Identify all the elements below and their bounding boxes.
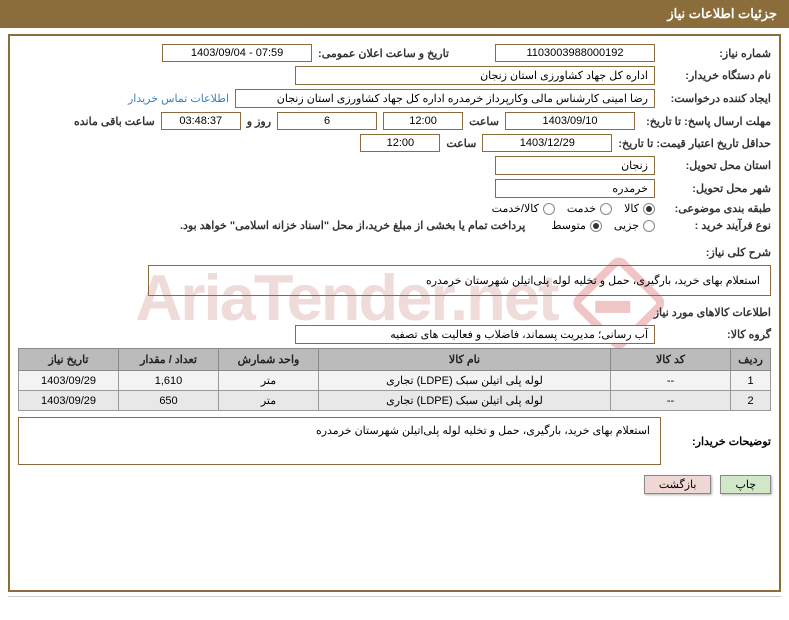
price-validity-date: 1403/12/29 [482,134,612,152]
cell-unit: متر [219,391,319,411]
content-panel: شماره نیاز: 1103003988000192 تاریخ و ساع… [8,34,781,592]
goods-group-value: آب رسانی؛ مدیریت پسماند، فاضلاب و فعالیت… [295,325,655,344]
page-title: جزئیات اطلاعات نیاز [667,6,777,21]
radio-goods[interactable]: کالا [624,202,655,215]
table-row: 1 -- لوله پلی اتیلن سبک (LDPE) تجاری متر… [19,371,771,391]
back-button[interactable]: بازگشت [644,475,712,494]
reply-deadline-time: 12:00 [383,112,463,130]
row-general-desc-label: شرح کلی نیاز: [18,246,771,259]
general-desc-box: استعلام بهای خرید، بارگیری، حمل و تخلیه … [148,265,771,296]
goods-group-label: گروه کالا: [661,328,771,341]
reply-remain-label: ساعت باقی مانده [74,115,155,128]
th-date: تاریخ نیاز [19,349,119,371]
row-goods-group: گروه کالا: آب رسانی؛ مدیریت پسماند، فاضل… [18,325,771,344]
row-price-validity: حداقل تاریخ اعتبار قیمت: تا تاریخ: 1403/… [18,134,771,152]
radio-icon [600,203,612,215]
row-reply-deadline: مهلت ارسال پاسخ: تا تاریخ: 1403/09/10 سا… [18,112,771,130]
row-buyer-notes: توضیحات خریدار: استعلام بهای خرید، بارگی… [18,417,771,465]
delivery-province-label: استان محل تحویل: [661,159,771,172]
cell-code: -- [611,391,731,411]
announce-value: 07:59 - 1403/09/04 [162,44,312,62]
button-row: چاپ بازگشت [18,475,771,494]
requester-value: رضا امینی کارشناس مالی وکارپرداز خرمدره … [235,89,655,108]
buyer-notes-text: استعلام بهای خرید، بارگیری، حمل و تخلیه … [316,425,650,437]
radio-icon [643,220,655,232]
price-validity-label: حداقل تاریخ اعتبار قیمت: تا تاریخ: [618,137,771,150]
subject-class-label: طبقه بندی موضوعی: [661,202,771,215]
row-buyer-org: نام دستگاه خریدار: اداره کل جهاد کشاورزی… [18,66,771,85]
reply-days-label: روز و [247,115,271,128]
cell-name: لوله پلی اتیلن سبک (LDPE) تجاری [319,371,611,391]
buyer-org-label: نام دستگاه خریدار: [661,69,771,82]
table-row: 2 -- لوله پلی اتیلن سبک (LDPE) تجاری متر… [19,391,771,411]
th-code: کد کالا [611,349,731,371]
need-number-label: شماره نیاز: [661,47,771,60]
reply-time-label: ساعت [469,115,499,128]
cell-n: 1 [731,371,771,391]
buyer-org-value: اداره کل جهاد کشاورزی استان زنجان [295,66,655,85]
goods-section-title: اطلاعات کالاهای مورد نیاز [18,306,771,319]
process-type-label: نوع فرآیند خرید : [661,219,771,232]
th-row: ردیف [731,349,771,371]
buyer-notes-box: استعلام بهای خرید، بارگیری، حمل و تخلیه … [18,417,661,465]
cell-qty: 650 [119,391,219,411]
row-requester: ایجاد کننده درخواست: رضا امینی کارشناس م… [18,89,771,108]
radio-minor[interactable]: جزیی [614,219,655,232]
cell-n: 2 [731,391,771,411]
process-type-options: جزیی متوسط [551,219,655,232]
requester-label: ایجاد کننده درخواست: [661,92,771,105]
th-qty: تعداد / مقدار [119,349,219,371]
row-delivery-province: استان محل تحویل: زنجان [18,156,771,175]
reply-deadline-label: مهلت ارسال پاسخ: تا تاریخ: [641,115,771,128]
reply-hours-remain: 03:48:37 [161,112,241,130]
footer-divider [8,596,781,597]
radio-goods-service[interactable]: کالا/خدمت [492,202,555,215]
cell-qty: 1,610 [119,371,219,391]
cell-code: -- [611,371,731,391]
reply-days-remain: 6 [277,112,377,130]
radio-icon [543,203,555,215]
general-desc-label: شرح کلی نیاز: [661,246,771,259]
radio-icon [643,203,655,215]
table-header-row: ردیف کد کالا نام کالا واحد شمارش تعداد /… [19,349,771,371]
radio-service[interactable]: خدمت [567,202,612,215]
delivery-city-value: خرمدره [495,179,655,198]
need-number-value: 1103003988000192 [495,44,655,62]
contact-link[interactable]: اطلاعات تماس خریدار [128,92,229,105]
buyer-notes-label: توضیحات خریدار: [661,417,771,465]
cell-date: 1403/09/29 [19,391,119,411]
subject-class-options: کالا خدمت کالا/خدمت [492,202,655,215]
announce-label: تاریخ و ساعت اعلان عمومی: [318,47,449,60]
general-desc-text: استعلام بهای خرید، بارگیری، حمل و تخلیه … [426,275,760,287]
print-button[interactable]: چاپ [720,475,771,494]
treasury-note: پرداخت تمام یا بخشی از مبلغ خرید،از محل … [180,219,525,232]
delivery-city-label: شهر محل تحویل: [661,182,771,195]
row-subject-class: طبقه بندی موضوعی: کالا خدمت کالا/خدمت [18,202,771,215]
delivery-province-value: زنجان [495,156,655,175]
row-process-type: نوع فرآیند خرید : جزیی متوسط پرداخت تمام… [18,219,771,232]
row-need-number: شماره نیاز: 1103003988000192 تاریخ و ساع… [18,44,771,62]
row-delivery-city: شهر محل تحویل: خرمدره [18,179,771,198]
price-validity-time: 12:00 [360,134,440,152]
reply-deadline-date: 1403/09/10 [505,112,635,130]
radio-medium[interactable]: متوسط [551,219,602,232]
cell-date: 1403/09/29 [19,371,119,391]
cell-name: لوله پلی اتیلن سبک (LDPE) تجاری [319,391,611,411]
radio-icon [590,220,602,232]
page-header: جزئیات اطلاعات نیاز [0,0,789,28]
price-time-label: ساعت [446,137,476,150]
cell-unit: متر [219,371,319,391]
goods-table: ردیف کد کالا نام کالا واحد شمارش تعداد /… [18,348,771,411]
th-name: نام کالا [319,349,611,371]
th-unit: واحد شمارش [219,349,319,371]
